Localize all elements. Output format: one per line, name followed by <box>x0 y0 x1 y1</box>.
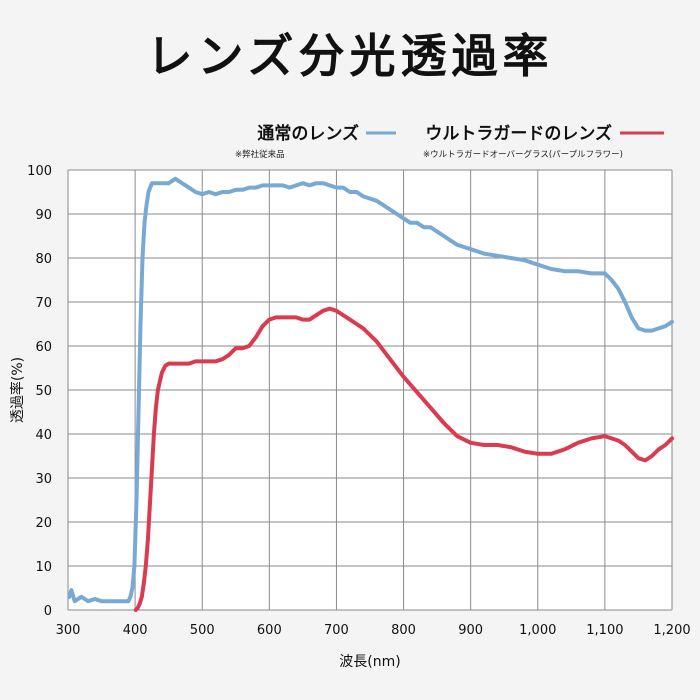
legend-label-ultraguard-lens: ウルトラガードのレンズ <box>425 123 612 144</box>
x-axis-ticks: 300 400 500 600 700 800 900 1,000 1,100 1,200 <box>56 623 691 638</box>
y-tick-label: 40 <box>35 428 52 443</box>
y-tick-label: 90 <box>35 208 52 223</box>
x-tick-label: 1,100 <box>586 623 623 638</box>
x-tick-label: 700 <box>324 623 349 638</box>
series-line-regular-lens <box>67 176 674 604</box>
y-tick-label: 10 <box>35 560 52 575</box>
x-tick-label: 600 <box>257 623 282 638</box>
y-tick-label: 100 <box>27 164 52 179</box>
x-tick-label: 300 <box>56 623 81 638</box>
y-tick-label: 50 <box>35 384 52 399</box>
legend-label-regular-lens: 通常のレンズ <box>257 123 359 144</box>
y-axis-label: 透過率(%) <box>9 357 26 423</box>
x-tick-label: 900 <box>458 623 483 638</box>
y-tick-label: 20 <box>35 516 52 531</box>
legend-note-regular-lens: ※弊社従来品 <box>235 149 285 160</box>
y-axis-ticks: 0 10 20 30 40 50 60 70 80 90 100 <box>27 164 52 619</box>
y-tick-label: 80 <box>35 252 52 267</box>
x-tick-label: 500 <box>190 623 215 638</box>
y-tick-label: 70 <box>35 296 52 311</box>
y-tick-label: 30 <box>35 472 52 487</box>
y-tick-label: 60 <box>35 340 52 355</box>
legend-note-ultraguard-lens: ※ウルトラガードオーバーグラス(パープルフラワー) <box>423 149 623 160</box>
y-tick-label: 0 <box>44 604 52 619</box>
x-tick-label: 400 <box>123 623 148 638</box>
x-tick-label: 1,200 <box>653 623 690 638</box>
series-lines <box>67 176 674 612</box>
x-tick-label: 1,000 <box>519 623 556 638</box>
x-tick-label: 800 <box>391 623 416 638</box>
chart-title: レンズ分光透過率 <box>146 29 553 83</box>
x-axis-label: 波長(nm) <box>339 654 400 670</box>
series-line-ultraguard-lens <box>133 306 674 612</box>
grid-lines <box>67 169 673 611</box>
